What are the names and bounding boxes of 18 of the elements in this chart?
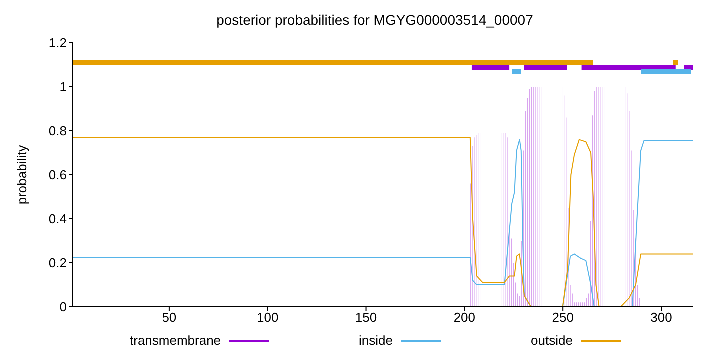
y-tick-label: 0.6 <box>48 168 67 183</box>
y-tick-label: 1.2 <box>48 36 67 51</box>
y-tick-label: 0.8 <box>48 124 67 139</box>
x-tick-label: 50 <box>162 310 177 326</box>
legend-label: outside <box>531 333 573 348</box>
x-tick-label: 250 <box>552 310 574 326</box>
y-tick-label: 0.4 <box>48 212 67 227</box>
legend-label: transmembrane <box>130 333 222 348</box>
x-tick-label: 200 <box>454 310 476 326</box>
y-tick-label: 0 <box>60 300 67 315</box>
y-tick-label: 0.2 <box>48 256 67 271</box>
x-tick-label: 300 <box>650 310 672 326</box>
x-tick-label: 100 <box>257 310 279 326</box>
y-tick-label: 1 <box>60 80 67 95</box>
chart-title: posterior probabilities for MGYG000003514_00007 <box>216 12 534 28</box>
legend-label: inside <box>359 333 394 348</box>
y-axis-title: probability <box>14 145 30 205</box>
x-tick-label: 150 <box>355 310 378 326</box>
